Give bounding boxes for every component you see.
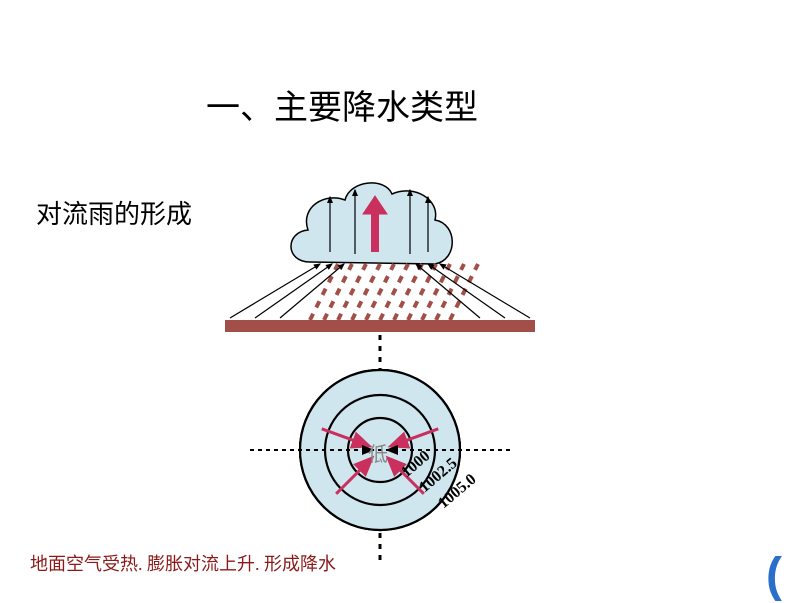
slide-decoration: ( — [766, 548, 782, 603]
caption-text: 地面空气受热. 膨胀对流上升. 形成降水 — [30, 550, 336, 576]
low-pressure-label: 低 — [368, 438, 388, 467]
slide-title: 一、主要降水类型 — [206, 80, 478, 129]
diagram-subtitle: 对流雨的形成 — [36, 194, 192, 231]
